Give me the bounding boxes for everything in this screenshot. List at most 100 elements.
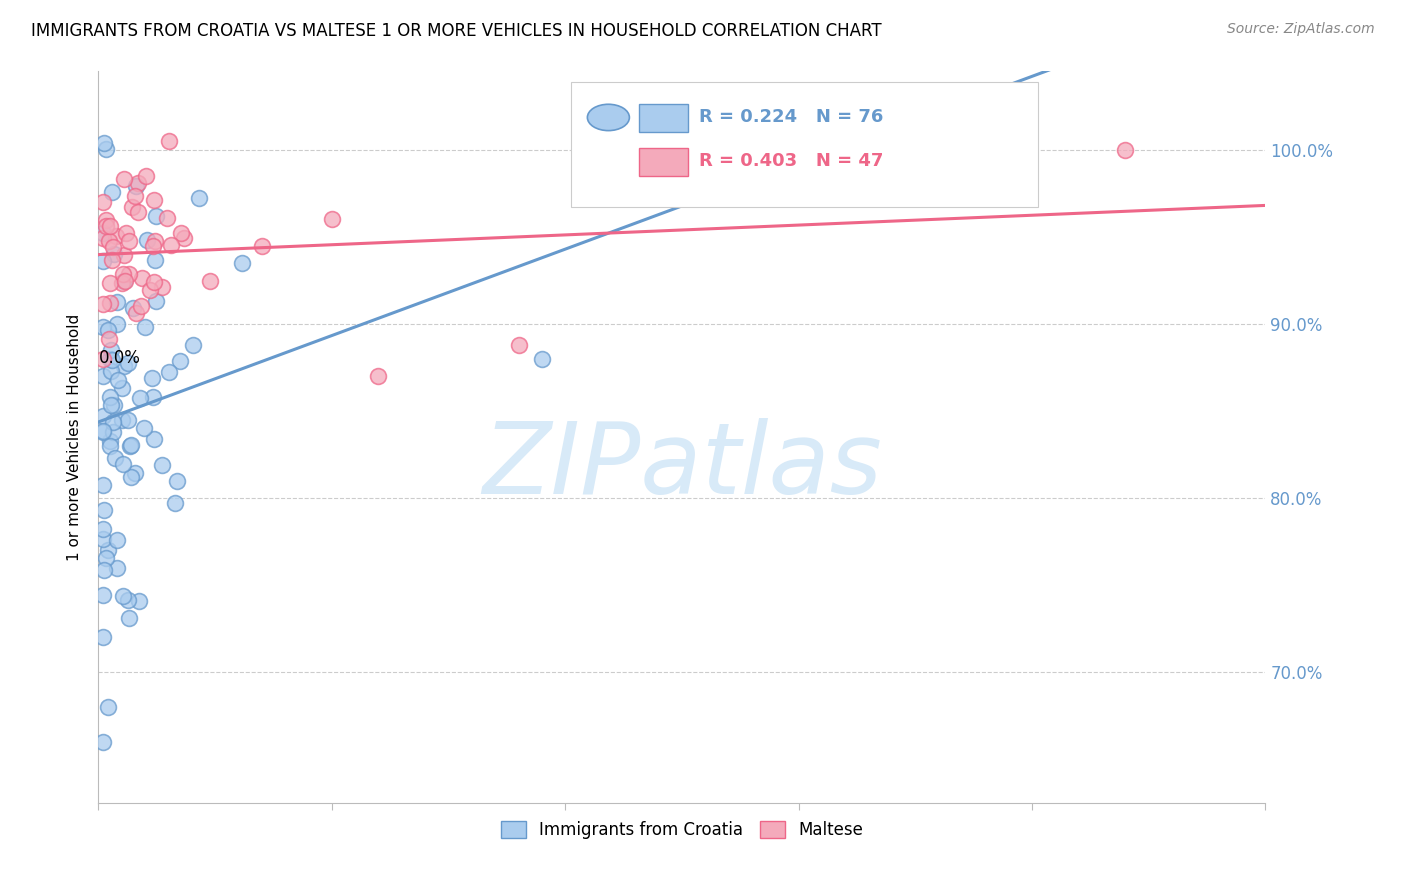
Point [129, 299, 152, 313]
Point [100, 343, 122, 358]
Point [118, 267, 141, 281]
Point [1114, 143, 1136, 157]
Point [367, 369, 389, 384]
Point [160, 238, 183, 252]
Text: Source: ZipAtlas.com: Source: ZipAtlas.com [1227, 22, 1375, 37]
Point [117, 592, 139, 607]
Point [166, 474, 188, 488]
Point [134, 320, 156, 334]
Point [107, 373, 129, 387]
Point [530, 351, 553, 366]
Point [111, 413, 134, 427]
Point [91, 631, 114, 645]
Point [135, 169, 157, 183]
Point [105, 295, 128, 310]
Point [91, 409, 114, 424]
Point [98, 434, 121, 449]
Point [143, 253, 166, 268]
Point [127, 177, 149, 191]
Point [145, 234, 167, 248]
Point [111, 381, 134, 395]
Point [91, 425, 114, 439]
Text: ZIPatlas: ZIPatlas [482, 417, 882, 515]
Point [100, 185, 122, 199]
Point [150, 458, 173, 473]
Point [112, 359, 135, 373]
Point [157, 134, 180, 148]
Point [104, 451, 127, 466]
Point [100, 364, 122, 378]
Point [121, 201, 143, 215]
Point [114, 226, 136, 240]
Point [157, 365, 180, 379]
FancyBboxPatch shape [638, 104, 688, 132]
Point [112, 171, 135, 186]
Point [98, 219, 121, 234]
Point [98, 390, 121, 404]
Y-axis label: 1 or more Vehicles in Household: 1 or more Vehicles in Household [67, 313, 83, 561]
Point [118, 611, 141, 625]
Point [124, 306, 146, 320]
Point [187, 190, 209, 204]
Point [101, 253, 124, 268]
Point [127, 205, 149, 219]
Point [91, 320, 114, 334]
Point [91, 532, 114, 546]
Point [136, 233, 159, 247]
Point [93, 563, 115, 577]
Legend: Immigrants from Croatia, Maltese: Immigrants from Croatia, Maltese [494, 814, 870, 846]
Point [250, 238, 273, 252]
Point [142, 275, 165, 289]
Point [98, 276, 121, 290]
Point [129, 391, 152, 405]
Point [101, 415, 124, 429]
Point [143, 193, 166, 207]
Point [93, 368, 115, 383]
Point [103, 240, 125, 254]
Point [97, 700, 120, 714]
Point [98, 439, 121, 453]
Point [91, 231, 114, 245]
Point [98, 296, 121, 310]
Point [97, 234, 120, 248]
Point [124, 466, 146, 480]
Point [118, 234, 141, 248]
Point [105, 228, 128, 243]
Point [169, 354, 191, 368]
Point [91, 226, 114, 240]
Text: IMMIGRANTS FROM CROATIA VS MALTESE 1 OR MORE VEHICLES IN HOUSEHOLD CORRELATION C: IMMIGRANTS FROM CROATIA VS MALTESE 1 OR … [31, 22, 882, 40]
Point [117, 412, 139, 426]
Point [112, 247, 135, 261]
Point [150, 279, 173, 293]
Point [91, 254, 114, 268]
Point [131, 270, 153, 285]
FancyBboxPatch shape [571, 82, 1038, 207]
Point [111, 589, 134, 603]
Point [91, 194, 114, 209]
Point [97, 543, 120, 558]
Point [110, 277, 132, 291]
Point [91, 297, 114, 311]
Point [114, 274, 136, 288]
Point [91, 735, 114, 749]
Point [97, 323, 120, 337]
Text: R = 0.403   N = 47: R = 0.403 N = 47 [699, 153, 884, 170]
Point [145, 293, 167, 308]
Point [145, 210, 167, 224]
Point [173, 231, 195, 245]
Point [121, 301, 143, 315]
Point [321, 212, 343, 227]
Point [111, 267, 134, 281]
Point [128, 594, 150, 608]
Point [143, 432, 166, 446]
Point [94, 219, 117, 233]
Point [91, 424, 114, 438]
Point [103, 247, 125, 261]
Point [121, 438, 143, 452]
FancyBboxPatch shape [638, 148, 688, 176]
Point [142, 390, 165, 404]
Point [105, 560, 128, 574]
Point [120, 470, 142, 484]
Point [98, 351, 121, 366]
Point [124, 189, 146, 203]
